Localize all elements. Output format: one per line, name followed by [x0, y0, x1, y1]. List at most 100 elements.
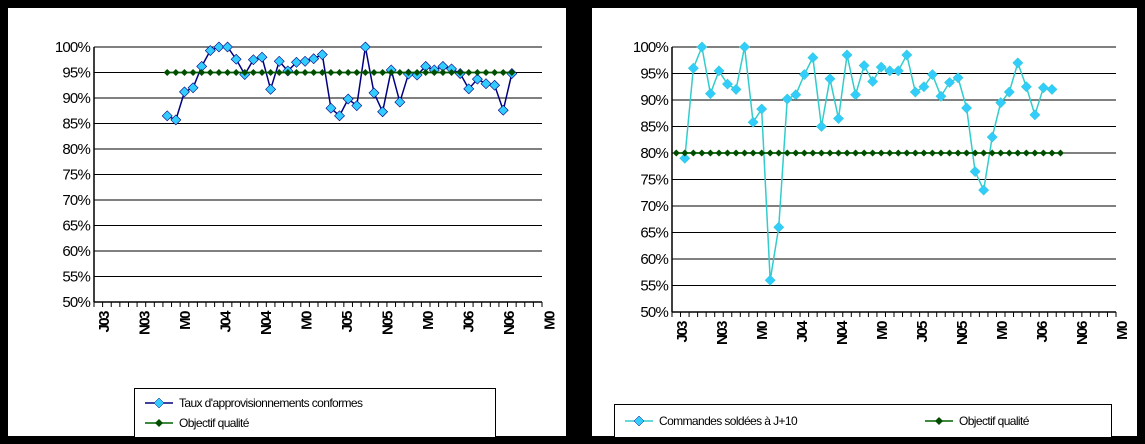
right-point-series-0	[722, 78, 733, 90]
chart-right: 100% 95% 90% 85% 80% 75% 70% 65% 60% 55% 50% J03 N03…	[633, 39, 1131, 345]
left-point-series-0	[247, 54, 259, 66]
right-y-tick-label: 95%	[640, 66, 668, 83]
left-y-tick-label: 55%	[62, 269, 90, 286]
right-point-series-0	[696, 41, 708, 53]
left-point-series-1	[292, 69, 300, 76]
right-point-series-0	[961, 102, 973, 114]
right-point-series-0	[790, 89, 802, 101]
left-x-tick-label: M0	[420, 311, 437, 330]
right-point-series-0	[875, 61, 887, 73]
right-point-series-1	[783, 149, 791, 157]
right-point-series-0	[764, 274, 776, 286]
left-y-tick-label: 70%	[62, 192, 90, 209]
left-point-series-1	[430, 69, 438, 76]
left-point-series-1	[387, 69, 395, 76]
left-point-series-0	[334, 110, 345, 122]
right-point-series-1	[715, 149, 723, 157]
right-point-series-0	[978, 184, 990, 196]
right-point-series-1	[869, 149, 877, 157]
left-point-series-0	[256, 51, 268, 63]
right-x-tick-label: M0	[1114, 321, 1131, 340]
right-point-series-0	[901, 49, 913, 61]
right-point-series-0	[1012, 57, 1024, 69]
right-point-series-1	[835, 149, 842, 157]
left-point-series-1	[482, 69, 490, 76]
left-point-series-1	[344, 69, 352, 76]
right-point-series-1	[894, 149, 902, 157]
right-point-series-1	[1057, 149, 1064, 157]
left-point-series-0	[308, 53, 320, 65]
right-x-tick-label: J05	[914, 321, 931, 343]
left-point-series-1	[439, 69, 447, 76]
right-y-tick-label: 100%	[633, 39, 669, 56]
right-point-series-0	[798, 69, 810, 80]
right-point-series-1	[817, 149, 825, 157]
right-point-series-1	[911, 149, 919, 157]
right-point-series-0	[1029, 109, 1041, 121]
legend-left: Taux d'approvisionnements conformes Obje…	[134, 388, 496, 437]
right-point-series-1	[1014, 149, 1022, 157]
left-x-tick-label: J05	[339, 311, 356, 333]
left-y-tick-label: 100%	[55, 39, 91, 56]
right-x-tick-label: N04	[834, 320, 851, 345]
right-point-series-1	[946, 149, 953, 157]
legend-marker-orders	[625, 415, 653, 427]
right-point-series-1	[672, 149, 680, 157]
right-y-tick-label: 85%	[640, 119, 668, 136]
left-point-series-1	[249, 69, 257, 76]
right-point-series-1	[937, 149, 945, 157]
left-point-series-0	[187, 82, 199, 94]
left-series-line-0	[166, 46, 513, 121]
right-point-series-0	[824, 73, 836, 85]
left-point-series-1	[275, 69, 283, 76]
right-point-series-0	[756, 103, 768, 115]
left-point-series-1	[473, 69, 481, 76]
left-x-tick-label: N06	[501, 311, 518, 335]
left-y-tick-label: 60%	[62, 243, 90, 260]
right-point-series-1	[741, 149, 749, 157]
right-x-tick-label: N05	[954, 321, 971, 345]
right-y-tick-label: 80%	[640, 145, 668, 162]
right-point-series-1	[852, 149, 860, 157]
right-point-series-1	[698, 149, 706, 157]
right-x-tick-label: N06	[1074, 321, 1091, 345]
right-point-series-1	[732, 149, 740, 157]
left-point-series-0	[480, 78, 492, 90]
left-point-series-1	[396, 69, 404, 76]
legend-item-orders: Commandes soldées à J+10	[625, 413, 798, 429]
legend-marker-objective	[145, 419, 173, 427]
left-point-series-1	[361, 69, 369, 76]
left-point-series-1	[241, 69, 249, 76]
left-point-series-0	[316, 49, 328, 61]
right-point-series-0	[884, 65, 896, 77]
left-point-series-0	[394, 96, 406, 108]
left-point-series-1	[267, 69, 275, 76]
right-point-series-0	[807, 52, 819, 64]
left-point-series-0	[291, 56, 302, 68]
right-point-series-0	[730, 83, 742, 95]
left-point-series-1	[318, 69, 326, 76]
right-y-tick-label: 60%	[640, 251, 668, 268]
left-point-series-1	[198, 69, 206, 76]
right-point-series-0	[969, 166, 981, 177]
right-point-series-1	[1048, 149, 1056, 157]
right-point-series-0	[704, 88, 716, 100]
legend-label-rate: Taux d'approvisionnements conformes	[179, 396, 363, 410]
right-point-series-1	[1022, 149, 1030, 157]
right-x-tick-label: J03	[674, 321, 691, 343]
left-y-tick-label: 50%	[62, 294, 90, 311]
left-x-tick-label: M0	[542, 311, 559, 330]
right-point-series-1	[971, 149, 979, 157]
right-point-series-1	[689, 149, 697, 157]
right-point-series-0	[944, 77, 955, 88]
right-point-series-0	[995, 97, 1007, 109]
left-point-series-1	[456, 69, 464, 76]
right-point-series-0	[781, 93, 793, 105]
right-point-series-1	[724, 149, 731, 157]
left-point-series-0	[299, 55, 311, 67]
right-point-series-1	[877, 149, 885, 157]
right-point-series-1	[963, 149, 971, 157]
left-point-series-1	[508, 69, 516, 76]
right-point-series-1	[843, 149, 851, 157]
left-y-tick-label: 85%	[62, 116, 90, 133]
